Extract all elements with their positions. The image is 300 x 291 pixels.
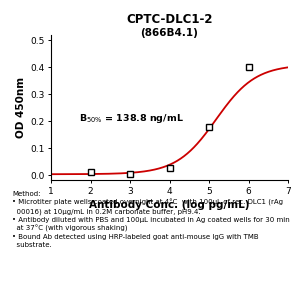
Text: Method:
• Microtiter plate wells coated overnight at 4°C  with 100μL of rec. DLC: Method: • Microtiter plate wells coated …	[12, 191, 290, 248]
X-axis label: Antibody Conc. (log pg/mL): Antibody Conc. (log pg/mL)	[89, 200, 250, 210]
Y-axis label: OD 450nm: OD 450nm	[16, 77, 26, 138]
Text: B$_{50\%}$ = 138.8 ng/mL: B$_{50\%}$ = 138.8 ng/mL	[79, 112, 184, 125]
Text: CPTC-DLC1-2: CPTC-DLC1-2	[126, 13, 213, 26]
Text: (866B4.1): (866B4.1)	[141, 28, 198, 38]
